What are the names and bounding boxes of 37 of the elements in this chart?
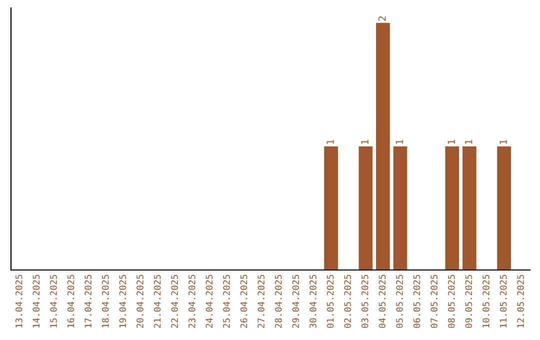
x-tick-label: 16.04.2025 xyxy=(67,274,74,328)
x-tick-label: 24.04.2025 xyxy=(206,274,213,328)
data-label: 1 xyxy=(500,140,507,144)
x-tick-label: 19.04.2025 xyxy=(119,274,126,328)
x-tick-label: 22.04.2025 xyxy=(171,274,178,328)
x-tick-label: 01.05.2025 xyxy=(326,274,334,328)
x-tick-label: 06.05.2025 xyxy=(413,274,420,328)
x-tick-label: 25.04.2025 xyxy=(223,274,230,328)
x-tick-label: 15.04.2025 xyxy=(50,274,57,328)
x-tick-label: 02.05.2025 xyxy=(344,274,351,328)
data-label: 1 xyxy=(448,140,455,144)
x-tick-label: 17.04.2025 xyxy=(84,274,92,328)
data-label: 2 xyxy=(378,16,386,21)
x-tick-label: 20.04.2025 xyxy=(136,274,144,328)
x-tick-label: 14.04.2025 xyxy=(32,274,40,328)
x-tick-label: 18.04.2025 xyxy=(102,274,109,328)
data-label: 1 xyxy=(326,140,334,144)
x-tick-label: 03.05.2025 xyxy=(361,274,368,328)
x-tick-label: 26.04.2025 xyxy=(240,274,248,328)
data-label: 1 xyxy=(465,140,472,144)
x-tick-label: 28.04.2025 xyxy=(274,274,282,328)
x-tick-label: 23.04.2025 xyxy=(188,274,196,328)
x-tick-label: 05.05.2025 xyxy=(396,274,403,328)
x-tick-label: 27.04.2025 xyxy=(258,274,264,328)
x-tick-label: 07.05.2025 xyxy=(430,274,438,328)
x-tick-label: 13.04.2025 xyxy=(15,274,22,328)
data-label: 1 xyxy=(361,140,368,144)
x-tick-label: 30.04.2025 xyxy=(310,274,316,328)
x-tick-label: 21.04.2025 xyxy=(154,274,161,328)
x-tick-label: 04.05.2025 xyxy=(378,274,386,328)
data-label: 1 xyxy=(396,140,403,144)
x-tick-label: 08.05.2025 xyxy=(448,274,455,328)
x-tick-label: 29.04.2025 xyxy=(292,274,300,328)
x-tick-label: 09.05.2025 xyxy=(465,274,472,328)
x-tick-label: 11.05.2025 xyxy=(500,274,507,328)
x-tick-label: 10.05.2025 xyxy=(482,274,490,328)
x-tick-label: 12.05.2025 xyxy=(517,274,524,328)
